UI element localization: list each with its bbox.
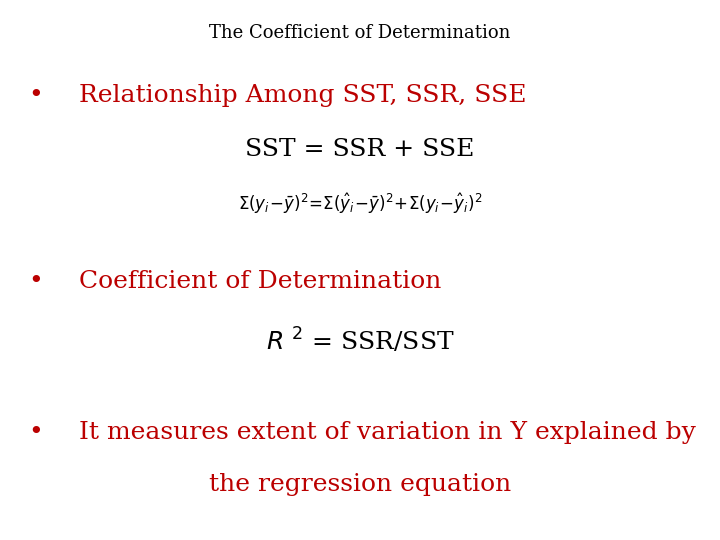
Text: $\Sigma(y_i\!-\!\bar{y})^2\!=\!\Sigma(\hat{y}_i\!-\!\bar{y})^2\!+\!\Sigma(y_i\!-: $\Sigma(y_i\!-\!\bar{y})^2\!=\!\Sigma(\h… <box>238 192 482 217</box>
Text: •: • <box>29 84 43 107</box>
Text: •: • <box>29 421 43 444</box>
Text: Coefficient of Determination: Coefficient of Determination <box>79 270 441 293</box>
Text: •: • <box>29 270 43 293</box>
Text: The Coefficient of Determination: The Coefficient of Determination <box>210 24 510 42</box>
Text: SST = SSR + SSE: SST = SSR + SSE <box>246 138 474 161</box>
Text: It measures extent of variation in Y explained by: It measures extent of variation in Y exp… <box>79 421 696 444</box>
Text: Relationship Among SST, SSR, SSE: Relationship Among SST, SSR, SSE <box>79 84 527 107</box>
Text: the regression equation: the regression equation <box>209 472 511 496</box>
Text: $R\ ^{2}$ = SSR/SST: $R\ ^{2}$ = SSR/SST <box>266 327 454 356</box>
